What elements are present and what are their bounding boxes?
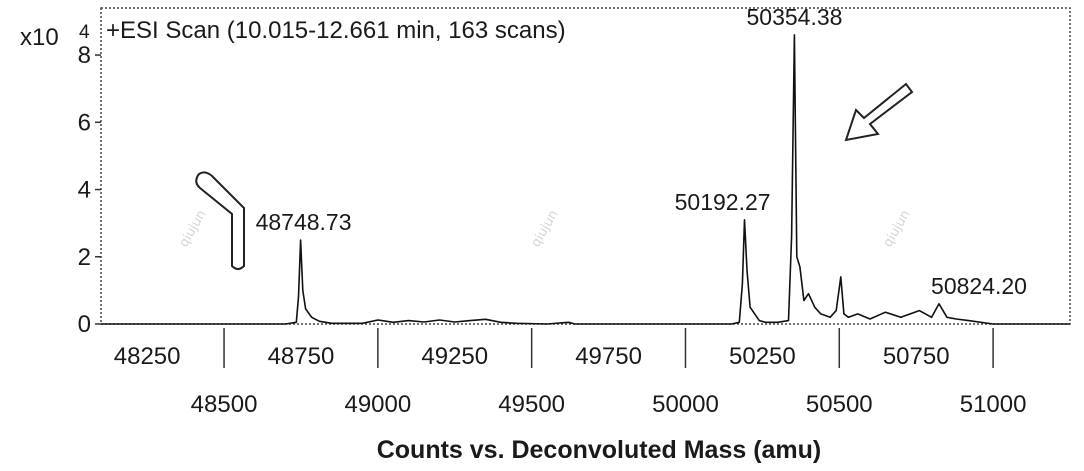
x-tick-label-48500: 48500 [191, 391, 258, 418]
y-multiplier: x10 [20, 24, 59, 51]
x-tick-label-48250: 48250 [114, 343, 181, 370]
x-tick-label-51000: 51000 [960, 391, 1027, 418]
y-tick-label-8: 8 [78, 42, 91, 69]
arrow-icon [844, 82, 914, 142]
peak-labels: 48748.73 50192.27 50354.38 50824.20 [256, 4, 1027, 299]
y-multiplier-exponent: 4 [79, 22, 90, 43]
y-tick-label-2: 2 [78, 244, 91, 271]
x-tick-label-50500: 50500 [806, 391, 873, 418]
peak-label-50354.38: 50354.38 [747, 4, 843, 30]
x-tick-label-49750: 49750 [575, 343, 642, 370]
peak-label-50824.20: 50824.20 [931, 273, 1027, 299]
x-tick-label-50250: 50250 [729, 343, 796, 370]
x-tick-label-48750: 48750 [268, 343, 335, 370]
x-tick-label-50000: 50000 [652, 391, 719, 418]
plot-frame [100, 7, 1071, 325]
peak-label-48748.73: 48748.73 [256, 209, 352, 235]
peak-label-50192.27: 50192.27 [675, 189, 771, 215]
bent-marker-icon [195, 171, 245, 270]
x-tick-label-49500: 49500 [498, 391, 565, 418]
x-axis: 48250 48750 49250 49750 50250 50750 48500 49000… [114, 328, 1027, 418]
x-axis-title: Counts vs. Deconvoluted Mass (amu) [377, 436, 822, 464]
chart-title: +ESI Scan (10.015-12.661 min, 163 scans) [106, 17, 566, 44]
x-tick-label-49250: 49250 [421, 343, 488, 370]
y-tick-label-6: 6 [78, 109, 91, 136]
x-tick-label-49000: 49000 [344, 391, 411, 418]
spectrum-line [101, 34, 1070, 325]
watermark-1: qiujun [176, 208, 209, 250]
x-tick-label-50750: 50750 [883, 343, 950, 370]
y-tick-label-0: 0 [78, 311, 91, 338]
y-axis: 0 2 4 6 8 [78, 42, 101, 338]
y-tick-label-4: 4 [78, 177, 91, 204]
watermark-2: qiujun [528, 208, 561, 250]
watermark-3: qiujun [880, 208, 913, 250]
